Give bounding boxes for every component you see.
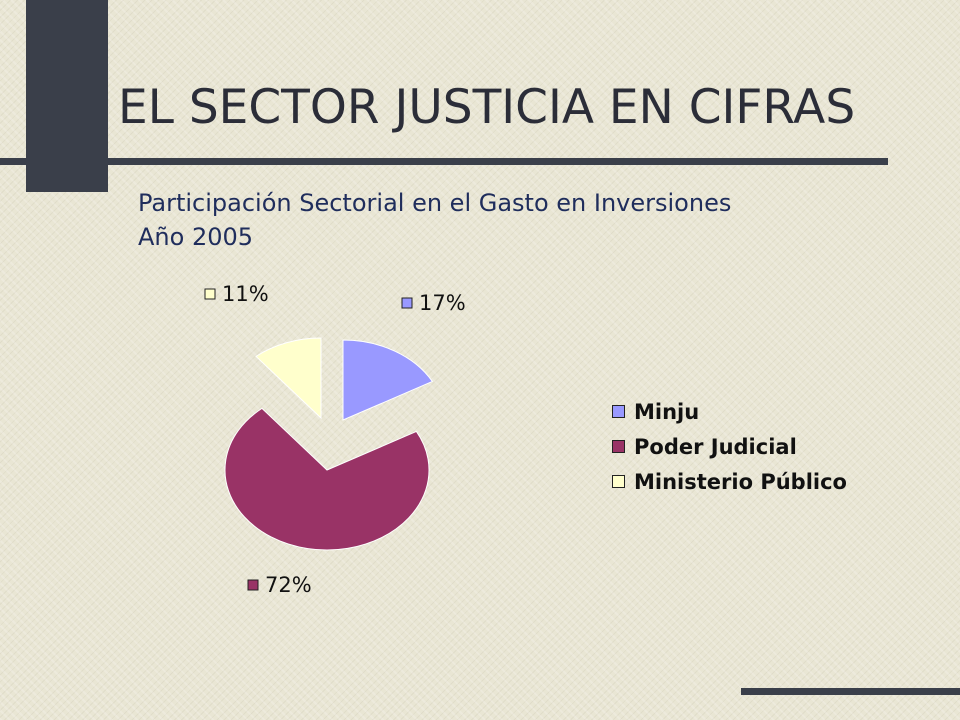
data-label-ministerio-publico: 11% [222,282,269,306]
chart-legend: Minju Poder Judicial Ministerio Público [612,394,847,499]
legend-label-poder-judicial: Poder Judicial [634,434,797,459]
data-label-minju: 17% [419,291,466,315]
legend-item-minju: Minju [612,394,847,429]
legend-label-minju: Minju [634,399,700,424]
chart-subtitle: Participación Sectorial en el Gasto en I… [138,186,731,254]
subtitle-line-2: Año 2005 [138,223,254,251]
data-label-swatch-minju [401,297,413,309]
legend-swatch-ministerio-publico [612,475,625,488]
bottom-rule [741,688,960,695]
data-label-poder-judicial: 72% [265,573,312,597]
pie-slice-poder-judicial [224,407,430,551]
legend-label-ministerio-publico: Ministerio Público [634,469,847,494]
page-title: EL SECTOR JUSTICIA EN CIFRAS [118,80,856,135]
legend-item-ministerio-publico: Ministerio Público [612,464,847,499]
pie-slice-ministerio-publico [255,337,322,420]
legend-item-poder-judicial: Poder Judicial [612,429,847,464]
legend-swatch-poder-judicial [612,440,625,453]
title-rule [0,158,888,165]
subtitle-line-1: Participación Sectorial en el Gasto en I… [138,189,732,217]
data-label-swatch-poder-judicial [247,579,259,591]
pie-slice-minju [342,339,434,421]
legend-swatch-minju [612,405,625,418]
data-label-swatch-ministerio-publico [204,288,216,300]
